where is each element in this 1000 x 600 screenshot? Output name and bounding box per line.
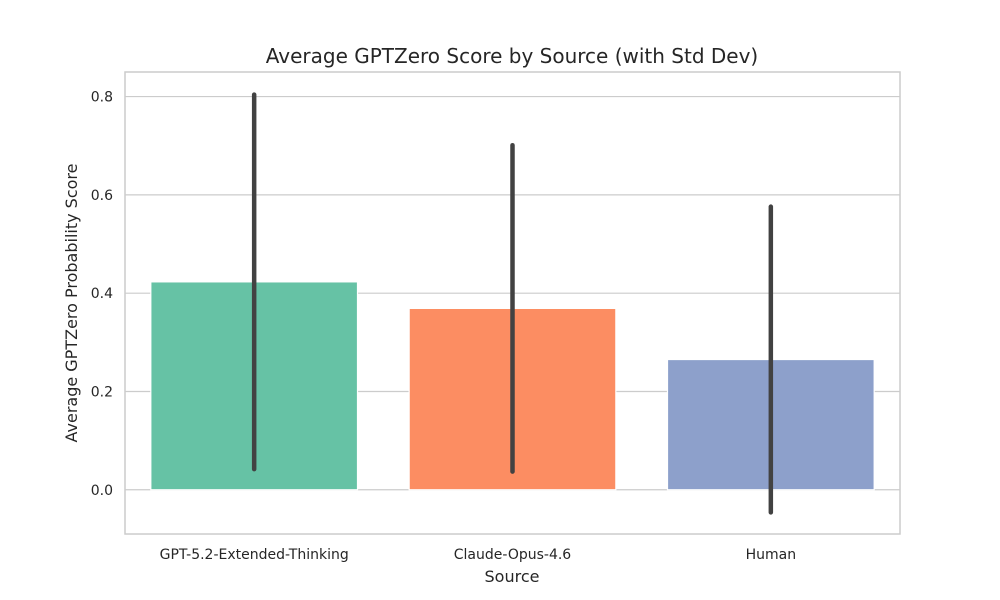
y-tick-label: 0.2: [91, 384, 113, 400]
y-tick-label: 0.8: [91, 90, 113, 106]
x-tick-labels: GPT-5.2-Extended-Thinking Claude-Opus-4.6…: [160, 547, 796, 563]
y-axis-label: Average GPTZero Probability Score: [62, 164, 81, 443]
y-tick-labels: 0.0 0.2 0.4 0.6 0.8: [91, 90, 113, 499]
x-tick-label: GPT-5.2-Extended-Thinking: [160, 547, 349, 563]
y-tick-label: 0.0: [91, 483, 113, 499]
x-tick-label: Claude-Opus-4.6: [454, 547, 572, 563]
x-axis-label: Source: [485, 567, 540, 586]
plot-frame: [124, 71, 901, 535]
y-tick-label: 0.4: [91, 286, 113, 302]
x-tick-label: Human: [746, 547, 797, 563]
chart-title: Average GPTZero Score by Source (with St…: [266, 44, 758, 68]
error-bars: [251, 92, 774, 515]
y-tick-label: 0.6: [91, 188, 113, 204]
